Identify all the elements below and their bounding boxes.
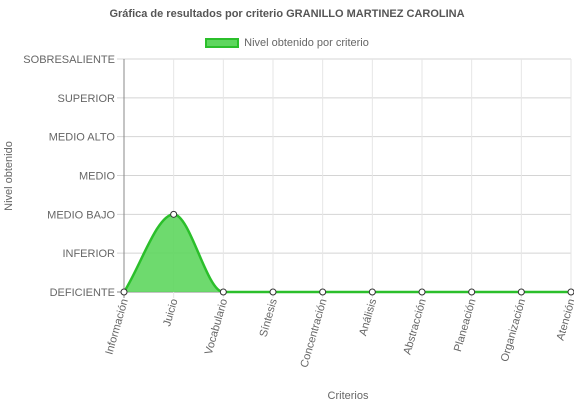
y-tick-label: SOBRESALIENTE <box>23 54 115 66</box>
legend-label: Nivel obtenido por criterio <box>244 37 369 50</box>
data-point-2[interactable] <box>219 288 227 296</box>
x-tick-label: Organización <box>499 298 528 364</box>
x-tick-label: Concentración <box>298 298 329 369</box>
x-tick-label: Juicio <box>161 298 180 328</box>
data-point-8[interactable] <box>517 288 525 296</box>
series-area <box>124 214 571 292</box>
y-axis-title: Nivel obtenido <box>3 141 15 211</box>
legend[interactable]: Nivel obtenido por criterio <box>0 37 574 49</box>
y-tick-label: MEDIO <box>79 171 116 183</box>
x-tick-label: Información <box>104 298 131 357</box>
series-line <box>122 213 571 294</box>
y-tick-label: DEFICIENTE <box>50 287 115 299</box>
y-tick-label: INFERIOR <box>62 248 115 260</box>
data-point-5[interactable] <box>368 288 376 296</box>
data-point-0[interactable] <box>120 288 128 296</box>
data-point-1[interactable] <box>170 210 178 218</box>
x-tick-label: Abstracción <box>402 298 429 357</box>
x-tick-label: Vocabulario <box>203 298 230 357</box>
y-tick-labels: DEFICIENTE INFERIOR MEDIO BAJO MEDIO MEDIO A… <box>23 54 115 299</box>
chart-title: Gráfica de resultados por criterio GRANI… <box>109 8 465 20</box>
data-point-9[interactable] <box>567 288 574 296</box>
data-points <box>120 210 574 296</box>
y-tick-label: SUPERIOR <box>58 93 116 105</box>
x-tick-labels: Información Juicio Vocabulario Síntesis Conc… <box>104 297 574 369</box>
y-tick-label: MEDIO BAJO <box>47 209 115 221</box>
x-tick-label: Planeación <box>452 298 479 354</box>
y-tick-label: MEDIO ALTO <box>49 132 116 144</box>
data-point-6[interactable] <box>418 288 426 296</box>
x-axis-title: Criterios <box>328 390 369 402</box>
data-point-3[interactable] <box>269 288 277 296</box>
data-point-4[interactable] <box>319 288 327 296</box>
x-tick-label: Atención <box>555 298 574 342</box>
legend-swatch <box>205 38 240 49</box>
data-point-7[interactable] <box>468 288 476 296</box>
x-tick-label: Síntesis <box>258 297 280 338</box>
x-tick-label: Análisis <box>357 297 379 337</box>
